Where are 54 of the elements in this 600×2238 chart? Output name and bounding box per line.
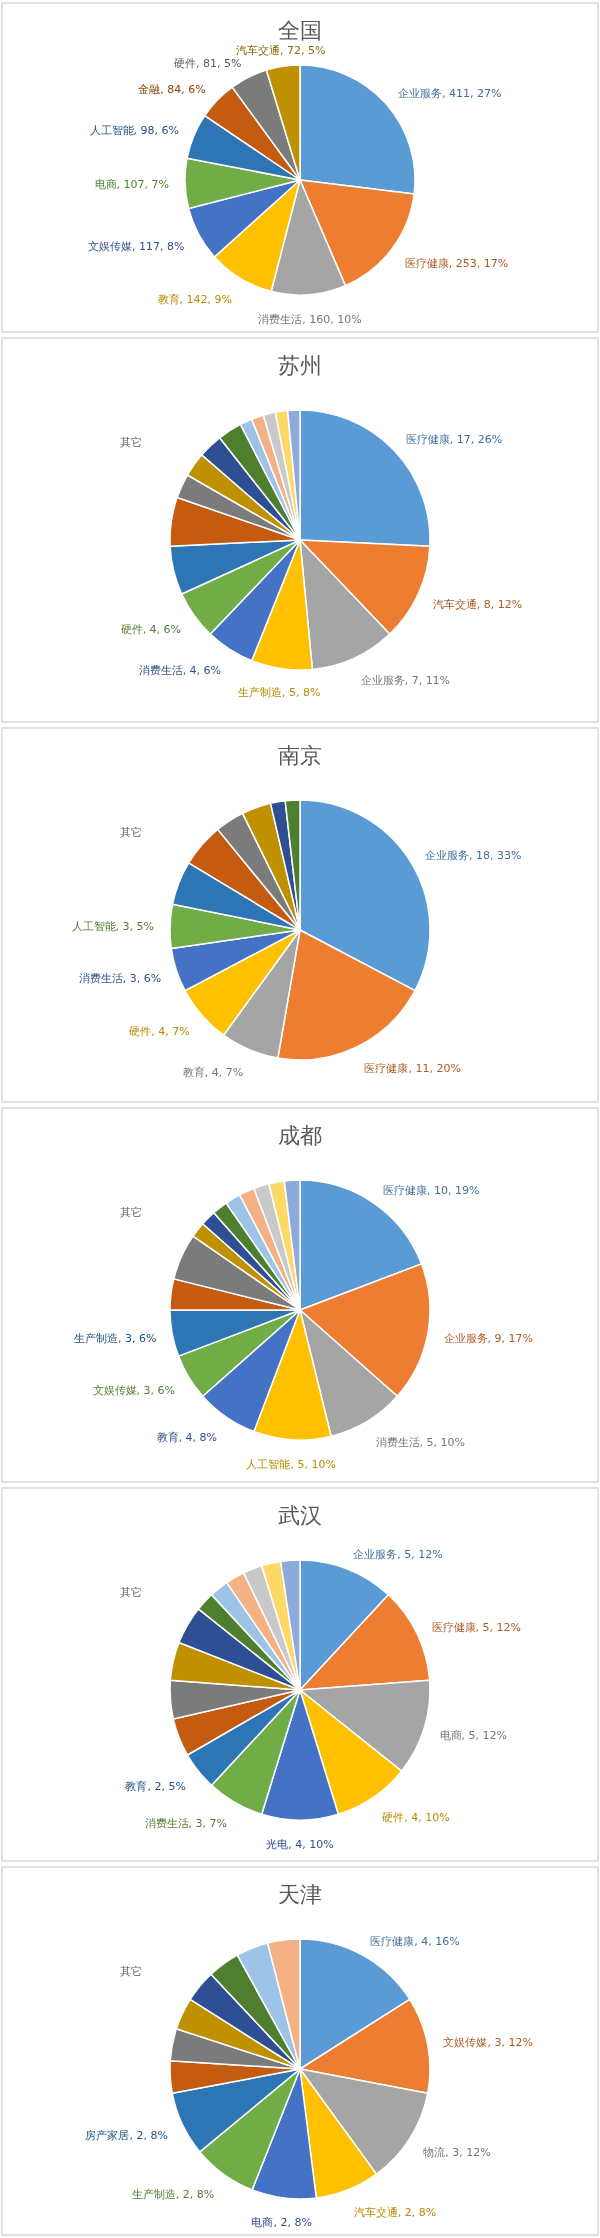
slice-label: 教育, 4, 8%: [156, 1430, 218, 1444]
slice-label: 硬件, 4, 7%: [129, 1024, 190, 1038]
slice-label: 消费生活, 5, 10%: [375, 1435, 465, 1449]
slice-label: 企业服务, 7, 11%: [360, 674, 451, 688]
text: 其它: [120, 436, 142, 450]
text: 其它: [120, 1586, 142, 1600]
slice-label: 文娱传媒, 117, 8%: [88, 239, 185, 253]
slice-label: 汽车交通, 8, 12%: [432, 597, 523, 611]
slice-label: 生产制造, 2, 8%: [131, 2187, 215, 2201]
slice-label: 企业服务, 5, 12%: [353, 1548, 443, 1562]
slice-label: 企业服务, 411, 27%: [398, 87, 502, 101]
slice-label: 电商, 107, 7%: [94, 178, 170, 192]
slice-label: 医疗健康, 5, 12%: [431, 1620, 521, 1634]
slice-label: 物流, 3, 12%: [423, 2145, 491, 2159]
slice-label: 生产制造, 5, 8%: [238, 686, 321, 700]
slice-label: 房产家居, 2, 8%: [85, 2128, 168, 2142]
slice-label: 医疗健康, 11, 20%: [364, 1062, 461, 1076]
slice-label: 企业服务, 18, 33%: [425, 848, 522, 862]
chart-title: 武汉: [278, 1503, 322, 1528]
text: 其它: [120, 1965, 142, 1979]
slice-label: 消费生活, 3, 6%: [78, 971, 162, 985]
slice-label: 教育, 2, 5%: [125, 1780, 186, 1794]
chart-title: 全国: [278, 18, 322, 43]
text: 其它: [120, 1206, 142, 1220]
slice-label: 人工智能, 98, 6%: [89, 123, 179, 137]
slice-label: 消费生活, 4, 6%: [138, 663, 222, 677]
slice-label: 电商, 5, 12%: [439, 1729, 507, 1743]
slice-label: 教育, 4, 7%: [182, 1065, 244, 1079]
slice-label: 企业服务, 9, 17%: [443, 1331, 534, 1345]
chart-title: 南京: [278, 743, 322, 768]
slice-label: 医疗健康, 10, 19%: [382, 1183, 480, 1197]
slice-label: 硬件, 4, 6%: [120, 623, 182, 637]
slice-label: 硬件, 4, 10%: [382, 1811, 450, 1825]
slice-label: 医疗健康, 17, 26%: [405, 433, 503, 447]
chart-title: 成都: [278, 1123, 322, 1148]
slice-label: 汽车交通, 2, 8%: [353, 2206, 437, 2220]
slice-label: 汽车交通, 72, 5%: [235, 44, 326, 58]
slice-label: 消费生活, 3, 7%: [144, 1817, 227, 1831]
slice-label: 教育, 142, 9%: [157, 292, 232, 306]
slice-label: 光电, 4, 10%: [266, 1838, 334, 1851]
text: 其它: [120, 826, 142, 840]
slice-label: 医疗健康, 253, 17%: [404, 257, 509, 271]
slice-label: 医疗健康, 4, 16%: [370, 1935, 460, 1949]
slice-label: 硬件, 81, 5%: [173, 56, 242, 70]
slice-label: 消费生活, 160, 10%: [258, 312, 362, 326]
slice-label: 金融, 84, 6%: [138, 83, 206, 97]
slice-label: 电商, 2, 8%: [251, 2215, 312, 2229]
chart-title: 苏州: [278, 353, 322, 378]
slice-label: 生产制造, 3, 6%: [73, 1331, 157, 1345]
slice-label: 文娱传媒, 3, 12%: [443, 2035, 533, 2049]
slice-label: 人工智能, 5, 10%: [246, 1457, 336, 1471]
chart-title: 天津: [278, 1882, 322, 1907]
slice-label: 人工智能, 3, 5%: [71, 919, 155, 933]
slice-label: 文娱传媒, 3, 6%: [92, 1383, 176, 1397]
